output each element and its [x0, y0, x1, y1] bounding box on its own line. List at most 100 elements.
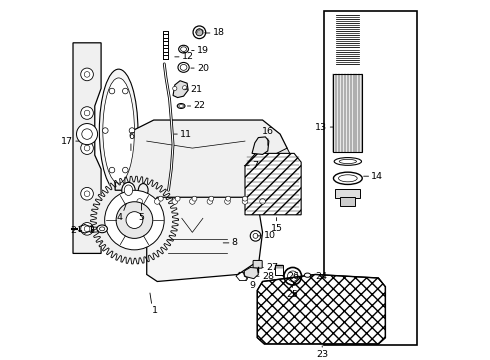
Ellipse shape [180, 64, 187, 70]
Text: 26: 26 [287, 272, 299, 281]
Ellipse shape [122, 182, 135, 198]
Text: 19: 19 [197, 46, 209, 55]
Polygon shape [273, 148, 294, 176]
Ellipse shape [103, 78, 134, 183]
Polygon shape [245, 153, 301, 215]
Circle shape [76, 123, 98, 145]
Text: 11: 11 [180, 130, 192, 139]
Ellipse shape [304, 273, 311, 277]
Circle shape [116, 202, 153, 238]
Text: 14: 14 [371, 172, 383, 181]
Text: 22: 22 [194, 102, 205, 111]
Text: 18: 18 [213, 28, 225, 37]
Circle shape [81, 68, 94, 81]
Text: 10: 10 [264, 231, 276, 240]
Circle shape [193, 26, 206, 39]
Polygon shape [91, 176, 178, 264]
Circle shape [84, 110, 90, 116]
Circle shape [102, 128, 108, 133]
Circle shape [192, 196, 197, 201]
Text: 23: 23 [316, 350, 328, 359]
Circle shape [226, 196, 231, 201]
Ellipse shape [334, 172, 362, 184]
Text: 15: 15 [270, 224, 283, 233]
FancyBboxPatch shape [253, 260, 262, 268]
Circle shape [122, 88, 128, 94]
Bar [334, 75, 362, 152]
Polygon shape [257, 274, 386, 344]
Ellipse shape [334, 158, 362, 165]
Circle shape [172, 86, 177, 91]
Circle shape [224, 199, 230, 204]
Text: 6: 6 [128, 132, 134, 141]
Text: 9: 9 [249, 282, 255, 291]
Circle shape [196, 29, 203, 36]
Text: 7: 7 [252, 161, 258, 170]
Circle shape [209, 196, 214, 201]
Circle shape [137, 199, 143, 204]
Circle shape [81, 107, 94, 119]
Text: 16: 16 [262, 127, 274, 136]
Ellipse shape [178, 63, 189, 72]
Polygon shape [115, 120, 287, 204]
Text: 20: 20 [197, 64, 209, 73]
Circle shape [105, 190, 164, 250]
Circle shape [182, 86, 187, 90]
Text: 1: 1 [152, 306, 158, 315]
Bar [324, 11, 417, 345]
Ellipse shape [179, 105, 183, 107]
Circle shape [84, 191, 90, 197]
Circle shape [260, 199, 266, 204]
Text: 12: 12 [182, 52, 194, 61]
Text: 4: 4 [117, 213, 123, 222]
Ellipse shape [181, 47, 187, 51]
Text: 3: 3 [89, 226, 95, 235]
Circle shape [175, 196, 180, 201]
Text: 27: 27 [266, 263, 278, 272]
Text: 25: 25 [286, 290, 298, 299]
Text: 5: 5 [139, 213, 145, 222]
Circle shape [253, 233, 258, 238]
Circle shape [84, 145, 90, 151]
Polygon shape [252, 137, 269, 154]
Circle shape [109, 88, 115, 94]
Ellipse shape [179, 45, 189, 53]
Circle shape [154, 199, 160, 204]
Circle shape [126, 212, 143, 229]
Ellipse shape [97, 225, 107, 233]
Text: 21: 21 [191, 85, 202, 94]
Circle shape [172, 199, 177, 204]
Polygon shape [147, 197, 263, 282]
Circle shape [81, 222, 94, 235]
Circle shape [122, 167, 128, 173]
Bar [341, 197, 355, 206]
Bar [275, 265, 283, 275]
Circle shape [84, 72, 90, 77]
Circle shape [81, 188, 94, 200]
Text: 17: 17 [61, 136, 73, 145]
Ellipse shape [99, 69, 138, 192]
Circle shape [129, 128, 135, 133]
Circle shape [109, 167, 115, 173]
Ellipse shape [339, 159, 357, 163]
Ellipse shape [177, 104, 185, 108]
Ellipse shape [124, 185, 133, 195]
Circle shape [242, 199, 248, 204]
Circle shape [243, 196, 247, 201]
Circle shape [81, 142, 94, 154]
Circle shape [207, 199, 213, 204]
Circle shape [250, 231, 261, 241]
Polygon shape [245, 267, 258, 279]
Circle shape [82, 129, 92, 139]
Circle shape [84, 226, 90, 231]
Bar [335, 189, 361, 198]
Text: 2: 2 [70, 226, 76, 235]
Polygon shape [73, 43, 101, 253]
Circle shape [158, 196, 163, 201]
Ellipse shape [99, 227, 105, 231]
Circle shape [190, 199, 195, 204]
Text: 28: 28 [262, 272, 274, 281]
Text: 24: 24 [315, 272, 327, 281]
Polygon shape [173, 81, 188, 98]
Ellipse shape [339, 175, 357, 182]
